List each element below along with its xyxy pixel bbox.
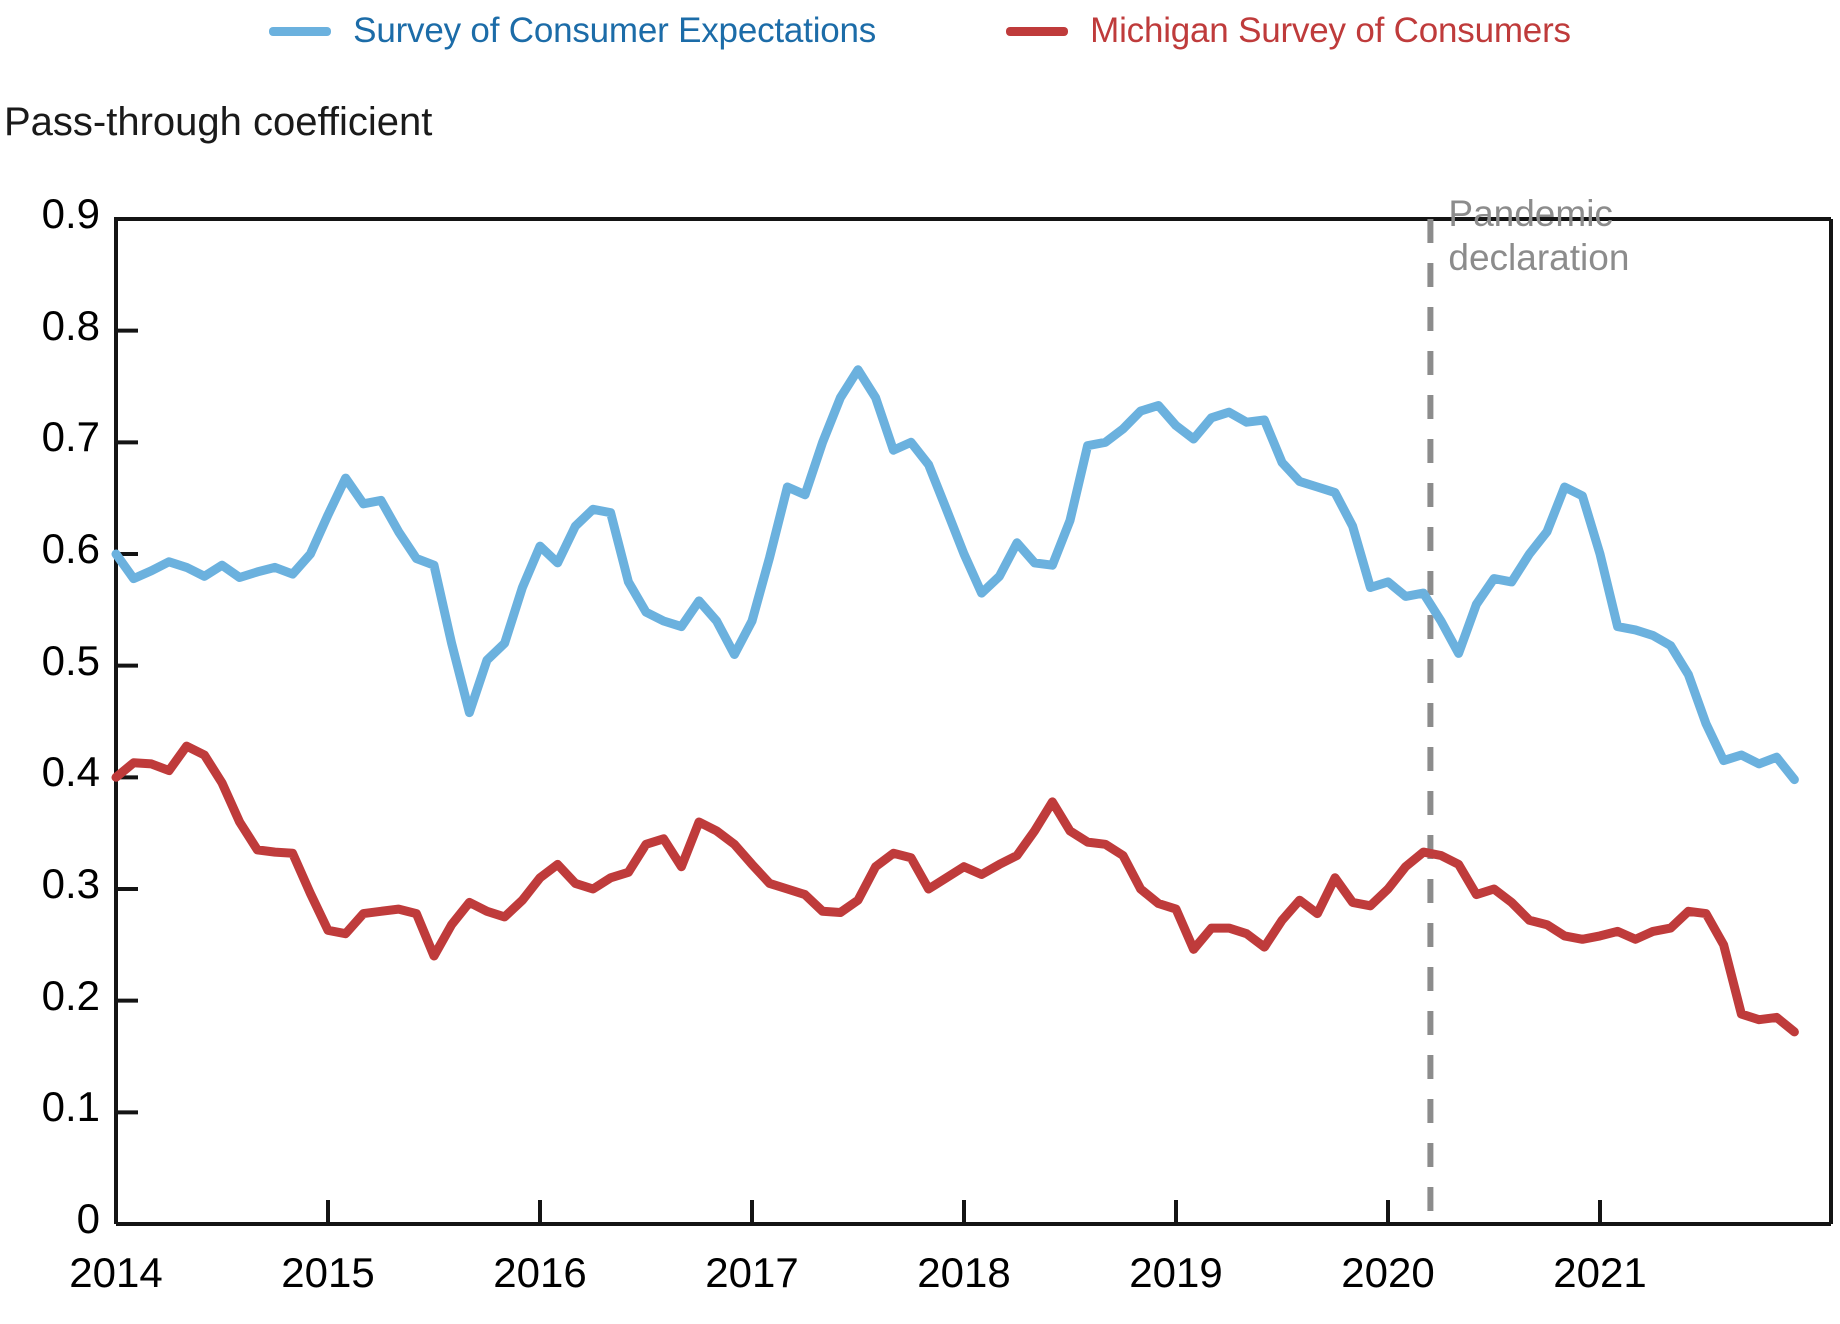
x-axis-tick-label: 2018 bbox=[917, 1249, 1011, 1296]
x-axis-tick-label: 2017 bbox=[705, 1249, 799, 1296]
chart-legend: Survey of Consumer Expectations Michigan… bbox=[0, 0, 1840, 62]
series-line-sce bbox=[111, 365, 1799, 785]
y-axis-tick-label: 0.6 bbox=[41, 525, 100, 572]
y-axis-tick-label: 0.5 bbox=[41, 636, 100, 684]
x-axis-tick-label: 2016 bbox=[493, 1249, 587, 1296]
legend-item-sce: Survey of Consumer Expectations bbox=[269, 11, 876, 51]
x-axis-tick-label: 2021 bbox=[1553, 1249, 1647, 1296]
legend-item-michigan: Michigan Survey of Consumers bbox=[1006, 11, 1571, 51]
y-axis-tick-label: 0.2 bbox=[41, 971, 100, 1019]
y-axis-tick-label: 0.9 bbox=[41, 190, 100, 237]
y-axis-tick-label: 0.7 bbox=[41, 413, 100, 461]
y-axis-tick-label: 0 bbox=[76, 1195, 100, 1242]
legend-label-michigan: Michigan Survey of Consumers bbox=[1090, 11, 1571, 50]
legend-label-sce: Survey of Consumer Expectations bbox=[353, 11, 877, 50]
y-axis-tick-label: 0.3 bbox=[41, 860, 100, 907]
y-axis-tick-label: 0.8 bbox=[41, 301, 100, 349]
x-axis-tick-label: 2015 bbox=[281, 1249, 375, 1296]
x-axis-tick-label: 2020 bbox=[1341, 1249, 1435, 1296]
pandemic-declaration-annotation: Pandemic declaration bbox=[1448, 193, 1630, 278]
plot-frame bbox=[114, 217, 1833, 1226]
line-swatch-icon bbox=[269, 26, 332, 36]
line-swatch-icon bbox=[1006, 26, 1069, 36]
x-axis-tick-label: 2019 bbox=[1129, 1249, 1223, 1296]
y-axis-title: Pass-through coefficient bbox=[4, 100, 433, 144]
y-axis-tick-label: 0.1 bbox=[41, 1083, 100, 1131]
series-line-michigan bbox=[111, 741, 1799, 1037]
y-axis-tick-label: 0.4 bbox=[41, 748, 100, 796]
x-axis-tick-label: 2014 bbox=[69, 1249, 163, 1296]
